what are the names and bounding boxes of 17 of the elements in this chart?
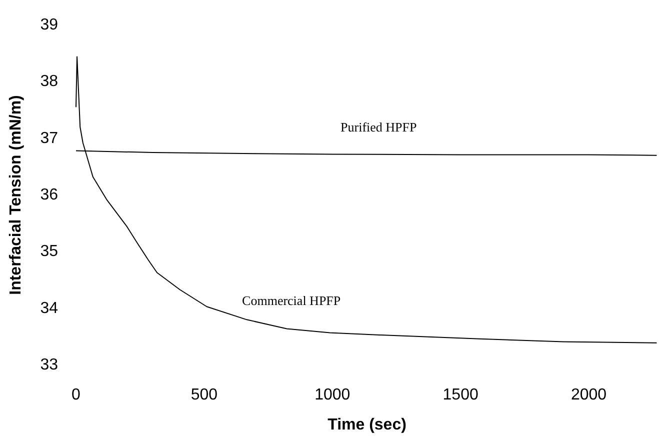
series-label: Commercial HPFP <box>242 292 341 308</box>
line-series <box>76 56 658 344</box>
x-tick-label: 500 <box>190 386 218 404</box>
y-tick-label: 39 <box>40 16 58 34</box>
y-tick-label: 33 <box>40 356 58 374</box>
y-tick-label: 35 <box>40 243 58 260</box>
y-tick-label: 37 <box>40 130 58 147</box>
x-tick-label: 2000 <box>570 386 607 404</box>
x-axis-title: Time (sec) <box>328 416 406 434</box>
x-tick-label: 0 <box>72 386 81 404</box>
y-axis-title: Interfacial Tension (mN/m) <box>8 95 24 295</box>
series-label: Purified HPFP <box>340 120 417 134</box>
x-tick-label: 1000 <box>314 386 350 404</box>
x-tick-label: 1500 <box>442 386 478 404</box>
y-tick-label: 38 <box>40 73 58 90</box>
y-tick-label: 34 <box>40 300 58 317</box>
y-tick-label: 36 <box>40 186 58 204</box>
